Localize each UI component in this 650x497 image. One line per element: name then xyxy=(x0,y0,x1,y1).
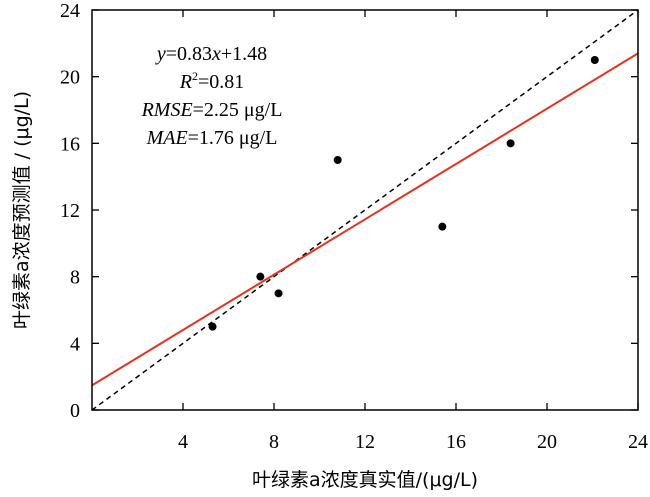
data-point xyxy=(333,156,342,164)
rmse-annotation: RMSE=2.25 μg/L xyxy=(141,99,283,121)
y-tick-label: 4 xyxy=(70,333,80,355)
y-tick-label: 0 xyxy=(70,400,80,422)
x-tick-label: 4 xyxy=(178,431,188,453)
lines-layer xyxy=(91,9,639,411)
x-tick-label: 24 xyxy=(628,431,648,453)
x-tick-label: 20 xyxy=(537,431,557,453)
data-point xyxy=(256,272,265,281)
equation-annotation: y=0.83x+1.48 xyxy=(156,43,268,65)
y-tick-label: 24 xyxy=(60,0,80,22)
data-point xyxy=(506,139,515,148)
x-tick-label: 12 xyxy=(355,431,375,453)
x-tick-label: 8 xyxy=(269,431,279,453)
x-axis-title: 叶绿素a浓度真实值/(μg/L) xyxy=(252,469,478,491)
x-tick-label: 16 xyxy=(446,431,466,453)
one-to-one-line xyxy=(91,9,639,411)
data-point xyxy=(590,56,599,64)
mae-annotation: MAE=1.76 μg/L xyxy=(146,127,278,149)
y-tick-label: 8 xyxy=(70,267,80,289)
points-layer xyxy=(208,56,599,331)
data-point xyxy=(274,289,283,298)
plot-frame xyxy=(91,9,639,411)
y-tick-label: 16 xyxy=(60,133,80,155)
y-axis-title: 叶绿素a浓度预测值 / (μg/L) xyxy=(11,91,33,329)
ticks-layer: 4 8 12 16 20 24 0 4 8 12 16 20 24 xyxy=(60,0,648,453)
regression-line xyxy=(91,52,639,387)
data-point xyxy=(208,322,217,331)
data-point xyxy=(438,222,447,231)
r2-annotation: R2=0.81 xyxy=(179,69,245,93)
y-tick-label: 12 xyxy=(60,200,80,222)
y-tick-label: 20 xyxy=(60,67,80,89)
